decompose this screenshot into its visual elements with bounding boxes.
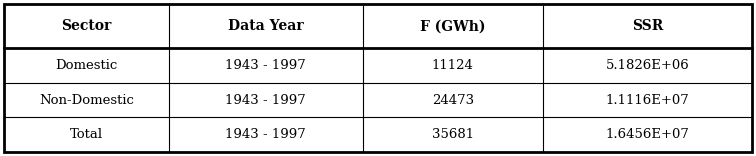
Text: 1.6456E+07: 1.6456E+07 <box>606 128 689 141</box>
Text: SSR: SSR <box>632 19 663 33</box>
Text: 1943 - 1997: 1943 - 1997 <box>225 128 306 141</box>
Text: 1943 - 1997: 1943 - 1997 <box>225 59 306 72</box>
Text: 1943 - 1997: 1943 - 1997 <box>225 94 306 107</box>
Text: 11124: 11124 <box>432 59 474 72</box>
Text: 1.1116E+07: 1.1116E+07 <box>606 94 689 107</box>
Text: F (GWh): F (GWh) <box>420 19 485 33</box>
Text: Non-Domestic: Non-Domestic <box>39 94 134 107</box>
Text: 24473: 24473 <box>432 94 474 107</box>
Text: 5.1826E+06: 5.1826E+06 <box>606 59 689 72</box>
Text: Total: Total <box>70 128 103 141</box>
Text: Domestic: Domestic <box>55 59 117 72</box>
Text: Sector: Sector <box>61 19 111 33</box>
Text: Data Year: Data Year <box>228 19 304 33</box>
Text: 35681: 35681 <box>432 128 474 141</box>
